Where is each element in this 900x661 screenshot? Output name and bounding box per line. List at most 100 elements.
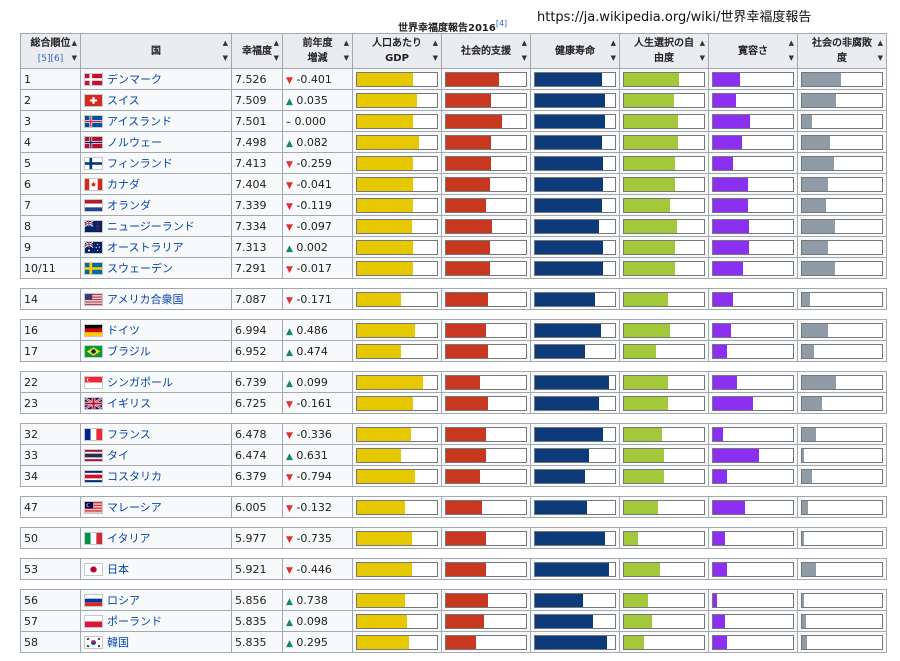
sort-icon[interactable]: ▲ ▼: [788, 39, 794, 62]
country-cell[interactable]: ロシア: [80, 589, 232, 611]
country-link[interactable]: ポーランド: [107, 615, 162, 628]
sort-icon[interactable]: ▲ ▼: [877, 39, 883, 62]
country-cell[interactable]: 韓国: [80, 631, 232, 653]
health-bar: [534, 291, 616, 307]
social-bar-fill: [446, 635, 477, 649]
country-cell[interactable]: フィンランド: [80, 152, 232, 174]
country-link[interactable]: フィンランド: [107, 157, 173, 170]
rank-reference-link[interactable]: [5][6]: [37, 53, 64, 64]
country-cell[interactable]: アメリカ合衆国: [80, 288, 232, 310]
country-cell[interactable]: ドイツ: [80, 319, 232, 341]
gdp-bar: [356, 113, 438, 129]
social-bar-fill: [446, 156, 491, 170]
country-cell[interactable]: イタリア: [80, 527, 232, 549]
country-cell[interactable]: コスタリカ: [80, 465, 232, 487]
rank-cell: 17: [20, 340, 81, 362]
country-link[interactable]: マレーシア: [107, 501, 162, 514]
header-change[interactable]: 前年度 増減 ▲ ▼: [282, 33, 353, 69]
country-cell[interactable]: デンマーク: [80, 68, 232, 90]
country-cell[interactable]: タイ: [80, 444, 232, 466]
score-cell: 7.501: [231, 110, 283, 132]
header-social-support[interactable]: 社会的支援 ▲ ▼: [441, 33, 531, 69]
corruption-cell: [797, 631, 887, 653]
corruption-bar: [801, 92, 883, 108]
country-link[interactable]: ロシア: [107, 594, 140, 607]
sort-icon[interactable]: ▲ ▼: [71, 39, 77, 62]
country-link[interactable]: スウェーデン: [107, 262, 173, 275]
country-cell[interactable]: オーストラリア: [80, 236, 232, 258]
country-cell[interactable]: 日本: [80, 558, 232, 580]
country-link[interactable]: タイ: [107, 449, 129, 462]
country-link[interactable]: ノルウェー: [107, 136, 162, 149]
country-cell[interactable]: アイスランド: [80, 110, 232, 132]
country-cell[interactable]: ブラジル: [80, 340, 232, 362]
header-country[interactable]: 国 ▲ ▼: [80, 33, 232, 69]
health-cell: [530, 319, 620, 341]
generosity-bar-fill: [713, 114, 750, 128]
country-link[interactable]: 日本: [107, 563, 129, 576]
country-cell[interactable]: ポーランド: [80, 610, 232, 632]
header-corruption[interactable]: 社会の非腐敗度 ▲ ▼: [797, 33, 887, 69]
health-bar: [534, 134, 616, 150]
country-link[interactable]: シンガポール: [107, 376, 173, 389]
freedom-bar-fill: [624, 93, 674, 107]
country-cell[interactable]: フランス: [80, 423, 232, 445]
country-link[interactable]: イタリア: [107, 532, 151, 545]
generosity-bar: [712, 343, 794, 359]
source-url: https://ja.wikipedia.org/wiki/世界幸福度報告: [537, 10, 812, 25]
country-link[interactable]: オランダ: [107, 199, 151, 212]
country-link[interactable]: カナダ: [107, 178, 140, 191]
country-cell[interactable]: オランダ: [80, 194, 232, 216]
country-cell[interactable]: カナダ: [80, 173, 232, 195]
change-value: -0.132: [296, 500, 332, 514]
country-cell[interactable]: マレーシア: [80, 496, 232, 518]
separator-row: [20, 486, 887, 497]
country-link[interactable]: フランス: [107, 428, 151, 441]
country-link[interactable]: イギリス: [107, 397, 151, 410]
country-link[interactable]: ブラジル: [107, 345, 151, 358]
social-bar: [445, 447, 527, 463]
social-cell: [441, 110, 531, 132]
country-cell[interactable]: スウェーデン: [80, 257, 232, 279]
country-cell[interactable]: イギリス: [80, 392, 232, 414]
country-link[interactable]: アメリカ合衆国: [107, 293, 184, 306]
country-link[interactable]: ニュージーランド: [107, 220, 195, 233]
country-cell[interactable]: シンガポール: [80, 371, 232, 393]
country-link[interactable]: スイス: [107, 94, 140, 107]
country-cell[interactable]: ノルウェー: [80, 131, 232, 153]
sort-icon[interactable]: ▲ ▼: [432, 39, 438, 62]
country-link[interactable]: 韓国: [107, 636, 129, 649]
health-bar: [534, 447, 616, 463]
caption-reference-link[interactable]: [4]: [495, 19, 508, 28]
country-link[interactable]: オーストラリア: [107, 241, 184, 254]
country-cell[interactable]: ニュージーランド: [80, 215, 232, 237]
gdp-bar: [356, 447, 438, 463]
sort-icon[interactable]: ▲ ▼: [273, 39, 279, 62]
sort-icon[interactable]: ▲ ▼: [521, 39, 527, 62]
country-link[interactable]: ドイツ: [107, 324, 140, 337]
change-cell: ▲ 0.035: [282, 89, 353, 111]
country-cell[interactable]: スイス: [80, 89, 232, 111]
corruption-bar-fill: [802, 593, 805, 607]
country-link[interactable]: デンマーク: [107, 73, 162, 86]
header-generosity[interactable]: 寛容さ ▲ ▼: [708, 33, 798, 69]
sort-icon[interactable]: ▲ ▼: [699, 39, 705, 62]
table-row: 23 イギリス 6.725 ▼ -0.161: [20, 392, 887, 414]
header-rank[interactable]: 総合順位 [5][6] ▲ ▼: [20, 33, 81, 69]
corruption-bar: [801, 291, 883, 307]
generosity-cell: [708, 631, 798, 653]
sort-icon[interactable]: ▲ ▼: [222, 39, 228, 62]
corruption-cell: [797, 496, 887, 518]
freedom-bar: [623, 322, 705, 338]
social-cell: [441, 423, 531, 445]
country-link[interactable]: コスタリカ: [107, 470, 162, 483]
header-freedom[interactable]: 人生選択の自 由度 ▲ ▼: [619, 33, 709, 69]
gdp-bar-fill: [357, 375, 423, 389]
header-health[interactable]: 健康寿命 ▲ ▼: [530, 33, 620, 69]
sort-icon[interactable]: ▲ ▼: [343, 39, 349, 62]
health-bar: [534, 260, 616, 276]
header-gdp[interactable]: 人口あたり GDP ▲ ▼: [352, 33, 442, 69]
country-link[interactable]: アイスランド: [107, 115, 173, 128]
header-score[interactable]: 幸福度 ▲ ▼: [231, 33, 283, 69]
sort-icon[interactable]: ▲ ▼: [610, 39, 616, 62]
